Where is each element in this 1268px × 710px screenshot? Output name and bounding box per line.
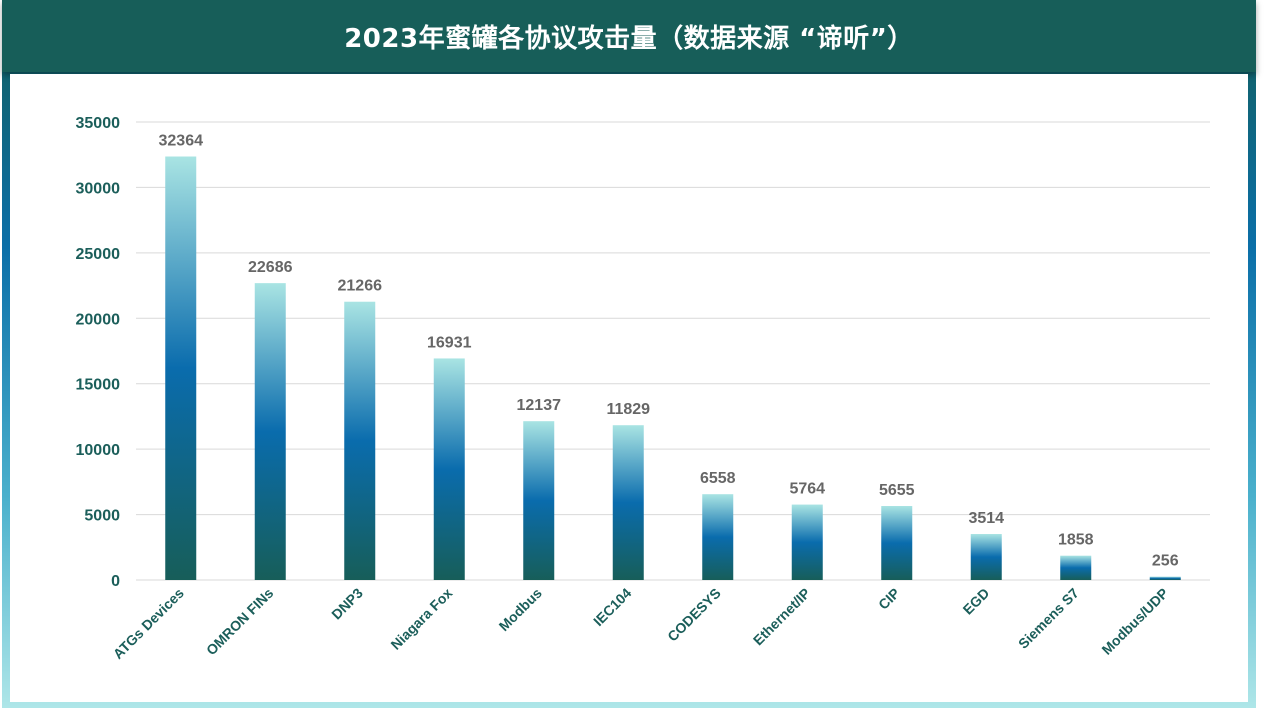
bar-3 xyxy=(433,358,465,580)
chart-title: 2023年蜜罐各协议攻击量（数据来源 “谛听”） xyxy=(344,23,914,54)
value-label: 32364 xyxy=(159,132,204,149)
x-axis: ATGs Devices OMRON FINs DNP3 Niagara Fox Mod… xyxy=(110,585,1172,662)
value-labels: 32364 22686 21266 16931 12137 11829 6558 5764 56… xyxy=(159,132,1179,569)
value-label: 5764 xyxy=(789,481,825,498)
x-tick-label: Modbus/UDP xyxy=(1098,585,1171,658)
bar-6 xyxy=(702,494,734,580)
x-tick-label: CIP xyxy=(875,585,903,613)
x-tick-label: IEC104 xyxy=(590,585,634,629)
bar-8 xyxy=(881,506,913,580)
x-tick-label: Niagara Fox xyxy=(387,585,455,653)
y-axis: 0 5000 10000 15000 20000 25000 30000 35000 xyxy=(76,115,121,590)
bar-4 xyxy=(523,421,555,580)
x-tick-label: OMRON FINs xyxy=(203,585,277,659)
title-bar: 2023年蜜罐各协议攻击量（数据来源 “谛听”） xyxy=(2,0,1256,72)
x-tick-label: CODESYS xyxy=(664,585,724,645)
y-tick-label: 20000 xyxy=(76,311,121,328)
bars xyxy=(165,156,1181,580)
x-tick-label: Modbus xyxy=(496,585,545,634)
y-tick-label: 0 xyxy=(111,573,120,590)
x-tick-label: ATGs Devices xyxy=(110,585,187,662)
value-label: 3514 xyxy=(968,510,1004,527)
bar-5 xyxy=(612,425,644,580)
y-tick-label: 35000 xyxy=(76,115,121,132)
bar-7 xyxy=(791,504,823,580)
bar-11 xyxy=(1149,576,1181,580)
x-tick-label: Ethernet/IP xyxy=(750,585,814,649)
bar-0 xyxy=(165,156,197,580)
y-tick-label: 15000 xyxy=(76,377,121,394)
x-tick-label: Siemens S7 xyxy=(1015,585,1082,652)
y-tick-label: 25000 xyxy=(76,246,121,263)
value-label: 6558 xyxy=(700,470,736,487)
value-label: 16931 xyxy=(427,334,472,351)
plot-panel xyxy=(10,74,1248,702)
x-tick-label: EGD xyxy=(960,585,993,618)
y-tick-label: 10000 xyxy=(76,442,121,459)
bar-2 xyxy=(344,301,376,580)
x-tick-label: DNP3 xyxy=(328,585,366,623)
gridlines xyxy=(136,121,1210,581)
value-label: 256 xyxy=(1152,553,1179,570)
value-label: 1858 xyxy=(1058,532,1094,549)
y-tick-label: 5000 xyxy=(84,508,120,525)
bar-9 xyxy=(970,534,1002,580)
y-tick-label: 30000 xyxy=(76,180,121,197)
bar-1 xyxy=(254,283,286,580)
value-label: 12137 xyxy=(517,397,562,414)
value-label: 11829 xyxy=(606,401,650,418)
bar-10 xyxy=(1060,555,1092,580)
value-label: 21266 xyxy=(338,278,383,295)
value-label: 22686 xyxy=(248,259,293,276)
value-label: 5655 xyxy=(879,482,915,499)
